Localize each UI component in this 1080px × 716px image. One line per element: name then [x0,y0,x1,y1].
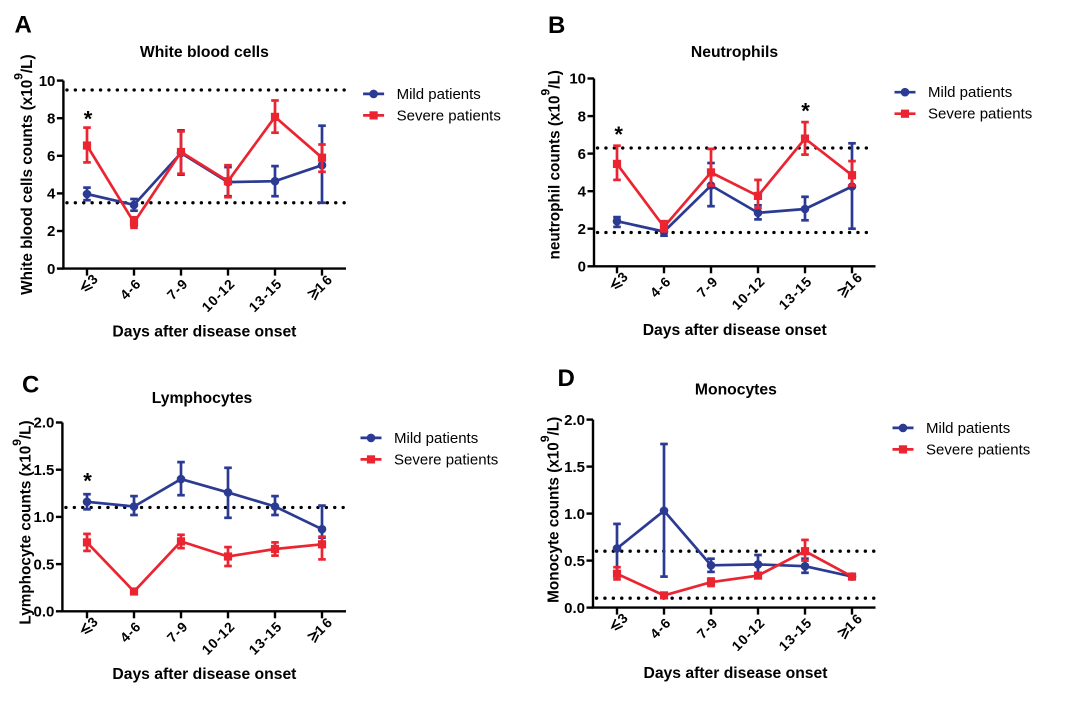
svg-text:0: 0 [578,259,586,276]
svg-text:Severe patients: Severe patients [926,441,1030,458]
svg-text:2.0: 2.0 [564,412,585,429]
svg-text:6: 6 [47,148,55,165]
svg-text:6: 6 [578,146,586,163]
svg-text:0: 0 [47,261,55,278]
svg-text:2.0: 2.0 [34,415,55,432]
svg-text:Mild patients: Mild patients [926,420,1010,437]
svg-text:1.5: 1.5 [564,459,585,476]
svg-text:*: * [84,106,93,131]
svg-text:Mild patients: Mild patients [928,84,1012,101]
svg-text:2: 2 [47,223,55,240]
svg-text:White blood cells: White blood cells [140,44,269,61]
svg-text:Days after disease onset: Days after disease onset [644,665,829,682]
svg-text:Severe patients: Severe patients [928,106,1032,123]
svg-text:1.5: 1.5 [34,462,55,479]
svg-text:0.5: 0.5 [34,556,55,573]
svg-text:D: D [558,365,575,392]
svg-text:Neutrophils: Neutrophils [691,44,778,61]
svg-text:4: 4 [578,183,587,200]
svg-text:2: 2 [578,221,586,238]
svg-text:1.0: 1.0 [564,506,585,523]
svg-text:Days after disease onset: Days after disease onset [643,322,828,339]
svg-text:1.0: 1.0 [34,509,55,526]
svg-text:Monocytes: Monocytes [695,382,777,399]
svg-text:*: * [801,98,810,123]
svg-text:*: * [614,122,623,147]
svg-text:C: C [22,372,39,399]
svg-text:Days after disease onset: Days after disease onset [112,323,297,340]
svg-text:Lymphocytes: Lymphocytes [152,390,253,407]
svg-text:Mild patients: Mild patients [394,430,478,447]
svg-text:A: A [15,12,32,39]
svg-text:0.0: 0.0 [34,604,55,621]
svg-text:*: * [83,468,92,493]
svg-text:0.0: 0.0 [564,600,585,617]
svg-text:Days after disease onset: Days after disease onset [112,666,297,683]
svg-text:4: 4 [47,186,56,203]
svg-text:10: 10 [39,73,56,90]
svg-text:8: 8 [47,110,55,127]
svg-text:Severe patients: Severe patients [397,107,501,124]
svg-text:8: 8 [578,108,586,125]
svg-text:0.5: 0.5 [564,553,585,570]
svg-text:Mild patients: Mild patients [397,86,481,103]
svg-text:10: 10 [569,71,586,88]
svg-text:B: B [548,12,565,39]
svg-text:Severe patients: Severe patients [394,451,498,468]
